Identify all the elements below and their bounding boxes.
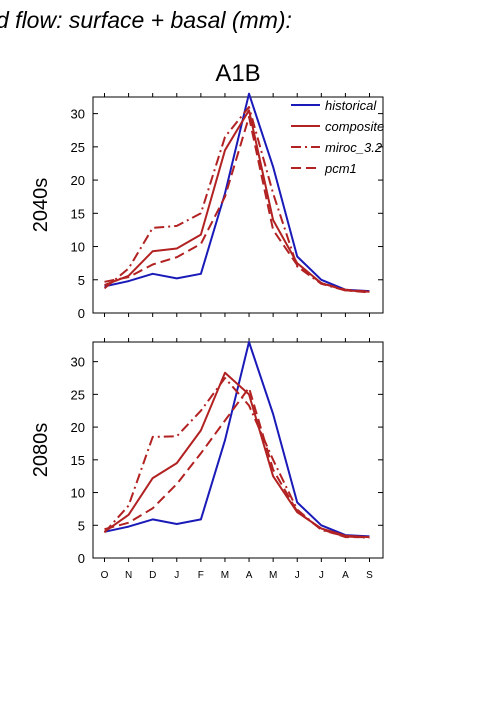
x-tick-label: F xyxy=(198,570,204,581)
y-tick-label: 15 xyxy=(71,206,85,221)
plot-frame xyxy=(92,341,384,559)
x-tick-label: J xyxy=(295,570,300,581)
x-tick-label: A xyxy=(342,570,349,581)
y-tick-label: 10 xyxy=(71,240,85,255)
panel-2040s: 0 5 10 15 20 25 30 2040s historical composite miro… xyxy=(30,92,384,321)
x-tick-label: D xyxy=(149,570,156,581)
y-tick-label: 25 xyxy=(71,387,85,402)
legend-label: miroc_3.2 xyxy=(325,140,383,155)
y-tick-label: 20 xyxy=(71,420,85,435)
legend-label: pcm1 xyxy=(324,161,357,176)
x-tick-label: S xyxy=(366,570,373,581)
series-line-miroc-3-2 xyxy=(103,377,370,539)
legend: historical composite miroc_3.2 pcm1 xyxy=(291,98,384,176)
x-tick-label: M xyxy=(221,570,229,581)
x-tick-label: M xyxy=(269,570,277,581)
y-tick-label: 20 xyxy=(71,173,85,188)
y-tick-label: 5 xyxy=(78,518,85,533)
y-axis-label: 2040s xyxy=(30,178,52,233)
legend-label: composite xyxy=(325,119,384,134)
series-line-composite xyxy=(104,109,370,293)
chart-panels: 0 5 10 15 20 25 30 2040s historical composite miro… xyxy=(30,92,384,581)
series-line-pcm1 xyxy=(104,115,370,293)
series-line-historical xyxy=(104,92,370,293)
y-tick-label: 30 xyxy=(71,355,85,370)
y-tick-label: 15 xyxy=(71,453,85,468)
series-line-composite xyxy=(103,371,370,539)
y-tick-label: 0 xyxy=(78,551,85,566)
x-tick-label: N xyxy=(125,570,132,581)
panel-2080s: 0 5 10 15 20 25 30 O N D J F M A M J J A S 2080s xyxy=(30,338,384,581)
x-tick-label: A xyxy=(246,570,253,581)
figure-title: d flow: surface + basal (mm): xyxy=(0,7,292,33)
series-line-pcm1 xyxy=(104,386,370,539)
series-line-historical xyxy=(104,341,370,538)
series-line-miroc-3-2 xyxy=(103,106,370,294)
y-tick-label: 30 xyxy=(71,107,85,122)
y-tick-label: 5 xyxy=(78,273,85,288)
plot-frame xyxy=(92,96,384,314)
y-tick-label: 0 xyxy=(78,306,85,321)
scenario-title: A1B xyxy=(215,60,260,87)
y-axis-label: 2080s xyxy=(30,423,52,478)
x-tick-label: O xyxy=(101,570,109,581)
x-tick-label: J xyxy=(174,570,179,581)
y-tick-label: 25 xyxy=(71,140,85,155)
x-tick-label: J xyxy=(319,570,324,581)
legend-label: historical xyxy=(325,98,377,113)
y-tick-label: 10 xyxy=(71,486,85,501)
